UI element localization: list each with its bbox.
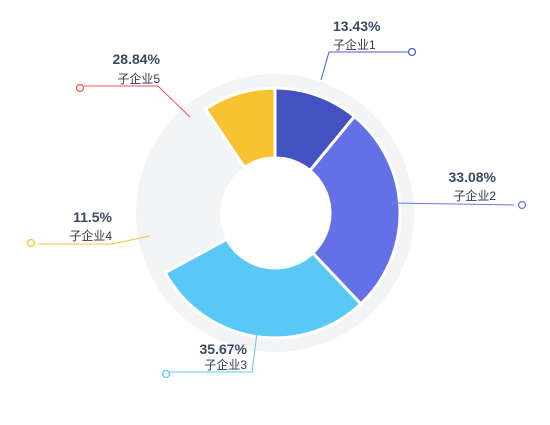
category-label-2: 子企业2 [453, 188, 496, 203]
donut-hole [220, 158, 330, 268]
category-label-5: 子企业5 [117, 71, 160, 86]
donut-slices [163, 86, 402, 340]
marker-ring-5 [75, 83, 85, 93]
leader-line-5 [84, 85, 191, 118]
marker-ring-1 [407, 47, 417, 57]
marker-ring-2 [517, 200, 527, 210]
leader-line-3 [168, 332, 258, 373]
donut-slice-3 [163, 237, 363, 340]
marker-ring-3 [161, 369, 171, 379]
value-label-1: 13.43% [333, 18, 381, 34]
leader-line-2 [391, 202, 515, 206]
value-label-3: 35.67% [200, 341, 248, 357]
category-label-3: 子企业3 [204, 357, 247, 372]
donut-callouts: 13.43% 子企业1 33.08% 子企业2 35.67%子企业3 11.5% 子企业4 2… [26, 18, 527, 379]
marker-ring-4 [26, 238, 36, 248]
value-label-4: 11.5% [73, 209, 112, 225]
value-label-5: 28.84% [113, 51, 161, 67]
leader-line-4 [38, 235, 151, 245]
leader-line-1 [320, 51, 408, 81]
category-label-1: 子企业1 [333, 37, 376, 52]
value-label-2: 33.08% [449, 169, 497, 185]
category-label-4: 子企业4 [69, 228, 112, 243]
